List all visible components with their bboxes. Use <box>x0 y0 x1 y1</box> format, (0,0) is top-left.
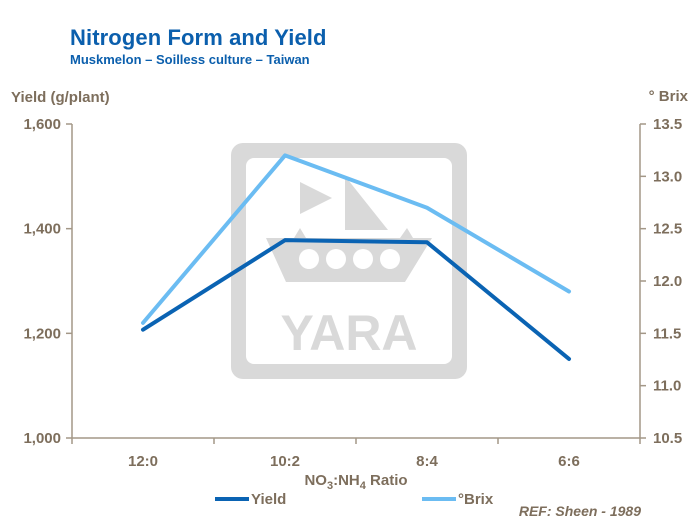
x-tick-label: 10:2 <box>270 453 300 470</box>
y-right-tick-label: 11.5 <box>653 325 681 342</box>
y-left-tick-label: 1,000 <box>23 430 61 447</box>
x-axis-label: NO3:NH4 Ratio <box>304 472 407 492</box>
watermark-text: YARA <box>280 305 417 361</box>
y-right-tick-label: 11.0 <box>653 378 681 395</box>
y-right-tick-label: 12.0 <box>653 273 682 290</box>
legend-label: Yield <box>251 491 286 508</box>
chart-axes: 1,000 1,200 1,400 1,600 10.5 11.0 11.5 12.0 12.5… <box>23 116 682 492</box>
x-tick-label: 12:0 <box>128 453 158 470</box>
reference-note: REF: Sheen - 1989 <box>518 503 641 519</box>
y-right-tick-label: 13.5 <box>653 116 682 133</box>
series-lines <box>141 153 571 361</box>
y-left-tick-label: 1,600 <box>23 116 61 133</box>
y-right-tick-label: 13.0 <box>653 168 682 185</box>
chart-title: Nitrogen Form and Yield <box>70 25 327 50</box>
series-line-yield <box>141 238 571 361</box>
y-left-tick-label: 1,200 <box>23 325 61 342</box>
chart-subtitle: Muskmelon – Soilless culture – Taiwan <box>70 52 310 67</box>
y-right-axis-label: ° Brix <box>648 88 688 105</box>
x-tick-label: 8:4 <box>416 453 438 470</box>
y-left-axis-label: Yield (g/plant) <box>11 89 110 106</box>
y-right-tick-label: 12.5 <box>653 221 682 238</box>
y-right-tick-label: 10.5 <box>653 430 682 447</box>
series-line-brix <box>141 153 571 325</box>
y-left-tick-label: 1,400 <box>23 221 61 238</box>
x-tick-label: 6:6 <box>558 453 580 470</box>
chart-legend: Yield °Brix <box>215 491 494 508</box>
legend-label: °Brix <box>458 491 494 508</box>
